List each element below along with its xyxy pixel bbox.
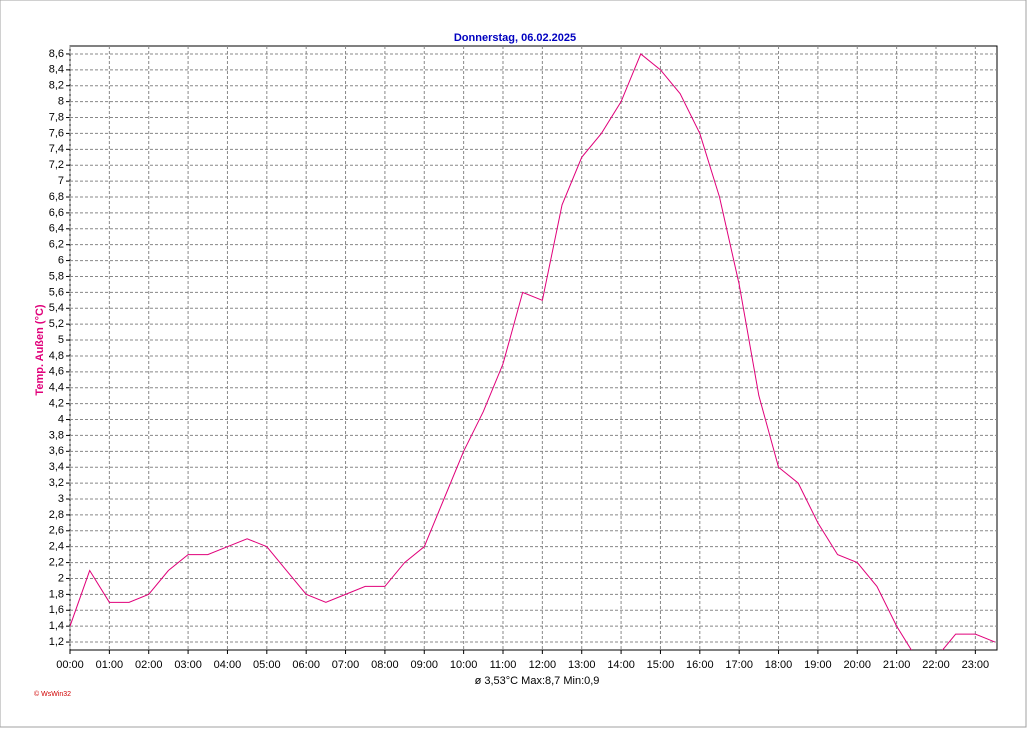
x-tick-label: 03:00 [174, 659, 202, 671]
y-tick-label: 8,6 [49, 48, 64, 60]
summary: ø 3,53°C Max:8,7 Min:0,9 [475, 675, 600, 687]
y-tick-label: 2 [58, 572, 64, 584]
x-tick-label: 19:00 [804, 659, 832, 671]
x-tick-label: 07:00 [332, 659, 360, 671]
x-tick-label: 06:00 [292, 659, 320, 671]
y-tick-label: 1,2 [49, 636, 64, 648]
y-tick-label: 6,4 [49, 223, 64, 235]
x-tick-label: 18:00 [765, 659, 793, 671]
y-tick-label: 5,6 [49, 286, 64, 298]
y-tick-label: 2,6 [49, 525, 64, 537]
x-tick-label: 08:00 [371, 659, 399, 671]
y-tick-label: 1,8 [49, 588, 64, 600]
x-tick-label: 16:00 [686, 659, 714, 671]
y-tick-label: 1,6 [49, 604, 64, 616]
y-tick-label: 4,6 [49, 366, 64, 378]
x-tick-label: 14:00 [607, 659, 635, 671]
y-tick-label: 6,2 [49, 239, 64, 251]
x-tick-label: 13:00 [568, 659, 596, 671]
y-tick-label: 2,4 [49, 541, 64, 553]
x-tick-label: 20:00 [843, 659, 871, 671]
y-tick-label: 5,2 [49, 318, 64, 330]
y-tick-label: 4,8 [49, 350, 64, 362]
x-tick-label: 11:00 [490, 659, 517, 671]
y-tick-label: 6 [58, 254, 64, 266]
y-tick-label: 7,8 [49, 111, 64, 123]
x-tick-label: 02:00 [135, 659, 163, 671]
y-tick-label: 3,8 [49, 429, 64, 441]
y-tick-label: 2,8 [49, 509, 64, 521]
y-tick-label: 7 [58, 175, 64, 187]
y-tick-label: 1,4 [49, 620, 64, 632]
chart-title: Donnerstag, 06.02.2025 [454, 32, 576, 44]
y-tick-label: 7,6 [49, 127, 64, 139]
y-tick-label: 4,2 [49, 398, 64, 410]
y-axis-label: Temp. Außen (°C) [34, 304, 46, 396]
y-tick-label: 8,4 [49, 64, 64, 76]
y-tick-label: 2,2 [49, 556, 64, 568]
x-tick-label: 05:00 [253, 659, 281, 671]
x-tick-label: 01:00 [96, 659, 124, 671]
y-tick-label: 3,6 [49, 445, 64, 457]
x-tick-label: 17:00 [725, 659, 753, 671]
credit: © WsWin32 [34, 690, 71, 698]
x-tick-label: 09:00 [411, 659, 439, 671]
y-tick-label: 4 [58, 413, 64, 425]
y-tick-label: 8 [58, 96, 64, 108]
y-tick-label: 3 [58, 493, 64, 505]
data-line [70, 53, 996, 650]
y-tick-label: 3,4 [49, 461, 64, 473]
y-tick-label: 6,8 [49, 191, 64, 203]
x-tick-label: 10:00 [450, 659, 478, 671]
x-tick-label: 12:00 [529, 659, 557, 671]
x-tick-label: 23:00 [962, 659, 990, 671]
x-tick-label: 00:00 [56, 659, 84, 671]
y-tick-label: 3,2 [49, 477, 64, 489]
x-tick-label: 22:00 [922, 659, 950, 671]
y-tick-label: 6,6 [49, 207, 64, 219]
y-tick-label: 4,4 [49, 382, 64, 394]
x-tick-label: 21:00 [883, 659, 911, 671]
plot-area [69, 45, 998, 651]
y-tick-label: 7,4 [49, 143, 64, 155]
y-tick-label: 8,2 [49, 80, 64, 92]
x-tick-label: 15:00 [647, 659, 675, 671]
y-tick-label: 5 [58, 334, 64, 346]
x-tick-label: 04:00 [214, 659, 242, 671]
y-tick-label: 5,4 [49, 302, 64, 314]
y-tick-label: 5,8 [49, 270, 64, 282]
y-tick-label: 7,2 [49, 159, 64, 171]
